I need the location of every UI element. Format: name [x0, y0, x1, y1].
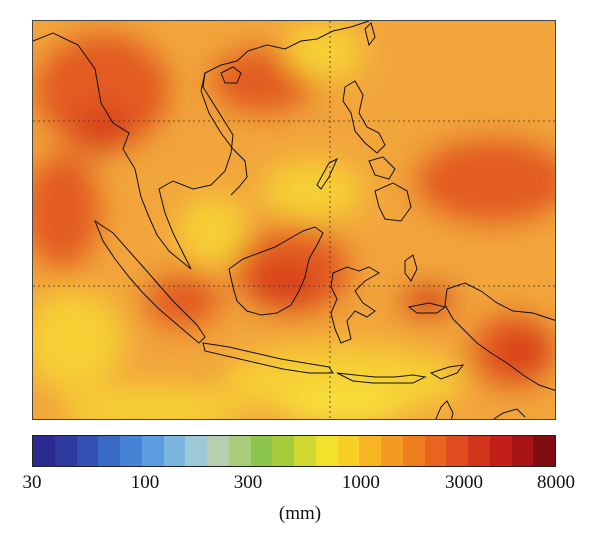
coastlines: [33, 21, 555, 419]
coastline-indochina-east: [200, 72, 248, 196]
colorbar-swatch: [402, 436, 425, 466]
colorbar-swatch: [163, 436, 186, 466]
colorbar-swatch: [272, 436, 294, 466]
precip-dry-north: [283, 21, 363, 81]
colorbar-swatch: [76, 436, 99, 466]
colorbar-swatch: [359, 436, 381, 466]
coastline-luzon: [342, 80, 386, 154]
coastline-taiwan: [364, 22, 376, 47]
colorbar-swatch: [446, 436, 468, 466]
precip-dry-southchinasea: [263, 161, 363, 221]
coastline-sumatra: [93, 219, 206, 344]
coastline-hainan: [220, 66, 242, 84]
coastline-sulawesi: [330, 266, 380, 344]
map-canvas: [33, 21, 555, 419]
colorbar-swatch: [468, 436, 490, 466]
coastline-borneo: [228, 226, 324, 316]
coastline-halmahera: [404, 254, 418, 282]
precip-dry-indianocean: [33, 291, 123, 391]
rainfall-map: [32, 20, 556, 420]
precip-dry-timor: [223, 346, 463, 416]
colorbar-tick-label: 100: [130, 472, 160, 493]
colorbar-swatch: [250, 436, 273, 466]
coastline-australia-north: [493, 408, 526, 419]
coastline-lesser-sunda: [336, 372, 427, 384]
precip-wet-west: [33, 151, 103, 271]
colorbar-tick-label: 300: [233, 472, 263, 493]
coastline-java: [202, 342, 334, 374]
coastline-cape-york: [435, 400, 454, 419]
precip-verywet-burma: [73, 106, 133, 156]
colorbar-swatch: [54, 436, 77, 466]
colorbar-unit-label: (mm): [278, 503, 322, 524]
colorbar-swatch: [511, 436, 534, 466]
colorbar-tick-label: 8000: [537, 472, 575, 493]
coastline-palawan: [316, 157, 339, 190]
colorbar-swatch: [207, 436, 229, 466]
colorbar-swatch: [533, 436, 555, 466]
precip-dry-thailandgulf: [178, 196, 248, 266]
graticule: [33, 21, 555, 419]
colorbar-swatch: [33, 436, 55, 466]
coastline-timor: [429, 364, 465, 380]
precip-driest-southeast: [283, 388, 403, 419]
colorbar-swatch: [120, 436, 142, 466]
precip-verywet-newguinea: [498, 326, 548, 376]
colorbar-swatch: [489, 436, 512, 466]
coastline-new-guinea: [444, 282, 555, 391]
colorbar-swatch: [381, 436, 403, 466]
colorbar-swatch: [294, 436, 316, 466]
colorbar-swatch: [228, 436, 251, 466]
colorbar: [32, 435, 556, 467]
colorbar-swatch: [337, 436, 360, 466]
coastline-seram: [407, 302, 447, 314]
colorbar-tick-labels: 30 100 300 1000 3000 8000: [23, 472, 576, 498]
colorbar-swatch: [98, 436, 120, 466]
colorbar-tick-label: 30: [22, 472, 42, 493]
colorbar-swatch: [185, 436, 207, 466]
colorbar-swatch: [315, 436, 338, 466]
colorbar-swatch: [141, 436, 164, 466]
colorbar-tick-label: 1000: [341, 472, 380, 493]
precip-dry-south: [63, 386, 243, 419]
coastline-mainland-asia: [33, 21, 370, 270]
coastline-mindanao: [374, 182, 412, 222]
colorbar-tick-label: 3000: [444, 472, 483, 493]
colorbar-swatch: [424, 436, 447, 466]
precip-wet-pacific: [413, 136, 555, 226]
coastline-visayas: [368, 156, 396, 180]
precipitation-field: [33, 21, 555, 419]
